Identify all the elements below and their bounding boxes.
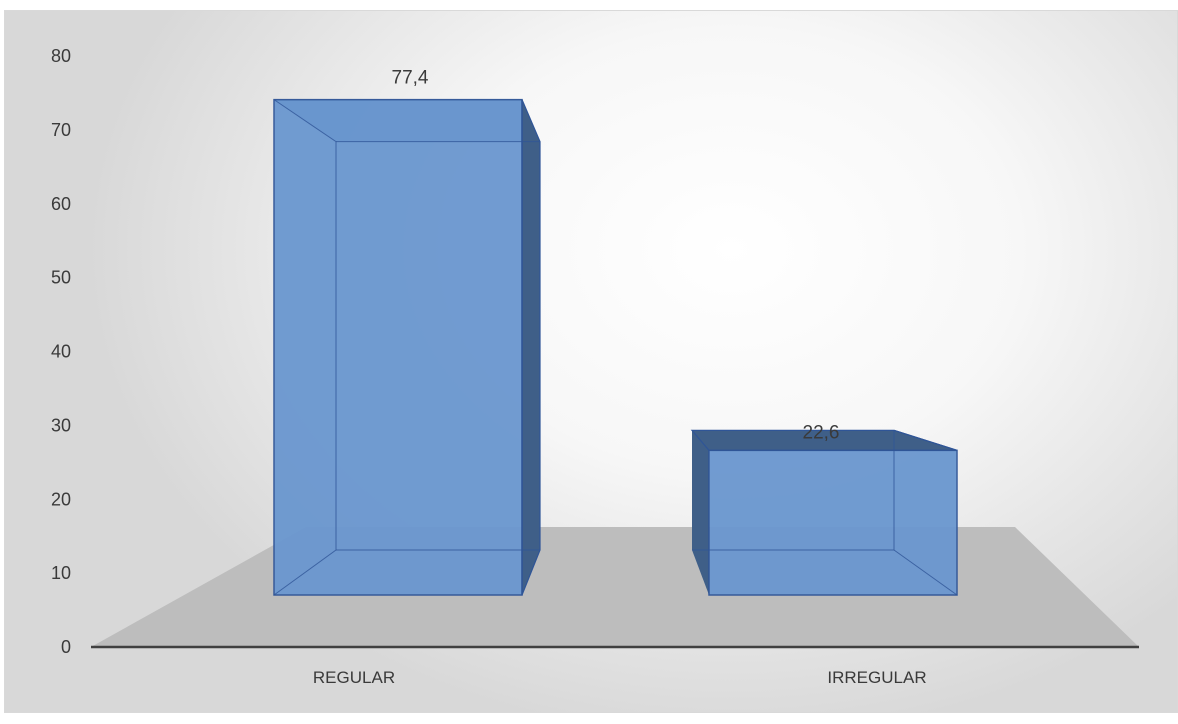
- data-label: 77,4: [392, 68, 429, 89]
- chart-floor: [91, 527, 1139, 647]
- y-tick-label: 60: [51, 194, 71, 214]
- x-category-label: REGULAR: [313, 668, 395, 687]
- bar-front-face: [273, 98, 523, 596]
- y-tick-label: 80: [51, 46, 71, 66]
- bar-side-outline: [521, 99, 541, 596]
- bar-front-face: [708, 449, 958, 596]
- data-label: 22,6: [803, 422, 840, 443]
- y-tick-label: 40: [51, 342, 71, 362]
- bar-inner-edge: [273, 99, 337, 596]
- bar-side-face: [522, 99, 540, 595]
- y-tick-label: 30: [51, 415, 71, 435]
- y-tick-label: 70: [51, 120, 71, 140]
- chart-area: 0 10 20 30 40 50 60 70 80 77,4 REGULAR 22,6 IRREGULA…: [4, 10, 1178, 713]
- y-tick-label: 20: [51, 489, 71, 509]
- bar-top-face: [692, 430, 957, 451]
- bar-irregular: [690, 429, 958, 596]
- x-category-label: IRREGULAR: [827, 668, 926, 687]
- bar-regular: [273, 98, 541, 596]
- y-tick-label: 10: [51, 563, 71, 583]
- bar-inner-edge: [893, 549, 958, 596]
- bar-top-outline: [690, 429, 958, 451]
- y-tick-label: 50: [51, 268, 71, 288]
- bar-chart-3d: 0 10 20 30 40 50 60 70 80 77,4 REGULAR 22,6 IRREGULA…: [51, 46, 1139, 687]
- y-tick-label: 0: [61, 637, 71, 657]
- bar-side-face: [692, 430, 709, 595]
